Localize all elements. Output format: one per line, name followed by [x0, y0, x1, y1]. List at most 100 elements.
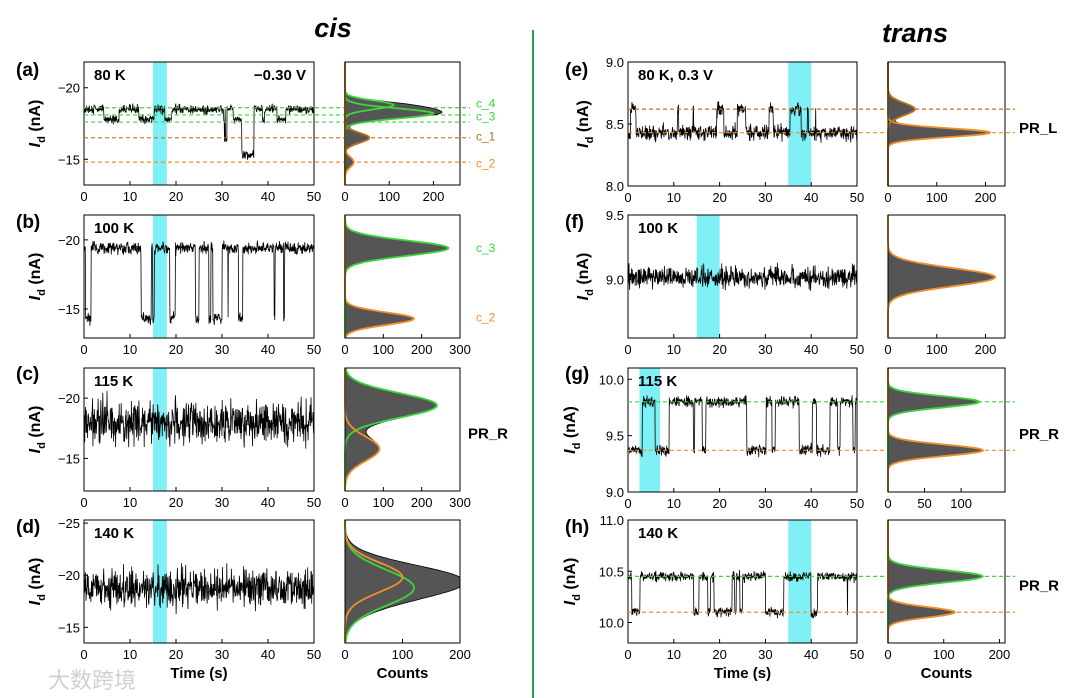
y-axis-label: Id (nA): [27, 100, 48, 148]
state-label-c_2: c_2: [476, 310, 496, 324]
histogram-area: [344, 519, 461, 644]
hist-x-tick-label: 100: [378, 189, 400, 204]
panel-c: (c) 0 10 20 30 40 50 −20 −15 Id (nA) 115 K 0 100 200 3…: [16, 364, 508, 510]
x-tick-label: 0: [80, 189, 87, 204]
x-tick-label: 20: [712, 496, 726, 511]
x-axis-label: Time (s): [170, 665, 227, 682]
y-axis-label-sub: d: [584, 137, 596, 144]
panel-label-h: (h): [565, 517, 589, 538]
state-label-c_4: c_4: [476, 96, 496, 110]
x-tick-label: 50: [307, 495, 321, 510]
trace-frame: [627, 367, 858, 493]
x-tick-label: 40: [804, 190, 818, 205]
bias-label: −0.30 V: [254, 67, 306, 84]
highlight-region: [153, 215, 167, 338]
y-axis-label-main: I: [27, 142, 44, 147]
x-tick-label: 10: [667, 190, 681, 205]
panel-label-g: (g): [565, 364, 589, 385]
panel-label-e: (e): [565, 60, 588, 81]
y-axis-label-main: I: [575, 143, 592, 148]
current-trace-c: [83, 390, 315, 449]
panel-d: (d) 0 10 20 30 40 50 −25 −20 −15 Id (nA) 140 K 0 100 2…: [16, 516, 471, 682]
side-label: PR_R: [1019, 578, 1059, 595]
x-tick-label: 30: [215, 342, 229, 357]
temperature-label: 100 K: [638, 220, 678, 237]
y-axis-label: Id (nA): [562, 558, 583, 606]
current-trace-f: [627, 262, 858, 291]
y-tick-label: −15: [58, 620, 80, 635]
trace-frame: [627, 519, 858, 644]
histogram-area: [887, 215, 996, 338]
x-tick-label: 20: [169, 342, 183, 357]
y-tick-label: −20: [58, 81, 80, 96]
highlight-region: [788, 62, 812, 186]
hist-x-tick-label: 50: [917, 496, 931, 511]
highlight-region: [153, 520, 167, 643]
x-tick-label: 50: [307, 189, 321, 204]
state-label-c_3: c_3: [476, 109, 496, 123]
hist-x-tick-label: 100: [372, 342, 394, 357]
temperature-label: 100 K: [94, 220, 134, 237]
y-axis-label-unit: (nA): [562, 406, 579, 442]
state-label-c_1: c_1: [476, 129, 496, 143]
y-tick-label: −20: [58, 568, 80, 583]
y-tick-label: −15: [58, 152, 80, 167]
x-tick-label: 10: [123, 495, 137, 510]
y-axis-label-main: I: [575, 295, 592, 300]
y-tick-label: −15: [58, 302, 80, 317]
x-tick-label: 50: [850, 342, 864, 357]
y-axis-label-unit: (nA): [27, 253, 44, 289]
x-tick-label: 50: [850, 190, 864, 205]
temperature-label: 115 K: [94, 373, 133, 390]
x-tick-label: 20: [712, 647, 726, 662]
y-axis-label-main: I: [562, 449, 579, 454]
temperature-label: 140 K: [94, 525, 134, 542]
panel-label-f: (f): [565, 212, 584, 233]
hist-x-tick-label: 100: [950, 496, 972, 511]
side-label: PR_R: [1019, 426, 1059, 443]
y-tick-label: −25: [58, 516, 80, 531]
panel-a: (a) 0 10 20 30 40 50 −20 −15 Id (nA) 80 K −0.30 V 0 1…: [16, 60, 496, 204]
hist-x-tick-label: 0: [884, 647, 891, 662]
x-tick-label: 30: [758, 496, 772, 511]
y-axis-label-unit: (nA): [27, 100, 44, 136]
histogram-area: [887, 520, 984, 643]
side-label: PR_L: [1019, 120, 1057, 137]
x-tick-label: 30: [215, 189, 229, 204]
hist-x-tick-label: 300: [449, 495, 471, 510]
x-tick-label: 50: [850, 647, 864, 662]
x-tick-label: 40: [261, 495, 275, 510]
hist-x-tick-label: 100: [933, 647, 955, 662]
y-axis-label-sub: d: [584, 289, 596, 296]
hist-x-tick-label: 200: [975, 342, 997, 357]
x-tick-label: 30: [758, 190, 772, 205]
x-tick-label: 20: [712, 342, 726, 357]
y-axis-label: Id (nA): [27, 253, 48, 301]
x-tick-label: 10: [667, 496, 681, 511]
x-tick-label: 20: [169, 647, 183, 662]
temperature-label: 80 K: [94, 67, 126, 84]
trace-frame: [83, 519, 315, 644]
y-tick-label: 10.0: [599, 616, 624, 631]
hist-x-tick-label: 100: [926, 190, 948, 205]
hist-x-axis-label: Counts: [921, 665, 973, 682]
title-trans: trans: [882, 18, 948, 48]
gaussian-fit-1: [887, 368, 981, 492]
panel-label-c: (c): [16, 364, 39, 385]
y-axis-label: Id (nA): [27, 558, 48, 606]
x-tick-label: 40: [804, 342, 818, 357]
panel-e: (e) 0 10 20 30 40 50 8.0 8.5 9.0 Id (nA) 80 K, 0.3 …: [565, 55, 1057, 205]
hist-x-axis-label: Counts: [377, 665, 429, 682]
x-tick-label: 30: [215, 495, 229, 510]
y-tick-label: 8.5: [606, 117, 624, 132]
y-tick-label: 9.5: [606, 429, 624, 444]
histogram-frame: [344, 61, 461, 186]
hist-x-tick-label: 0: [884, 496, 891, 511]
hist-x-tick-label: 200: [989, 647, 1011, 662]
hist-x-tick-label: 100: [392, 647, 414, 662]
x-tick-label: 10: [123, 342, 137, 357]
x-tick-label: 0: [624, 342, 631, 357]
y-axis-label-main: I: [27, 448, 44, 453]
